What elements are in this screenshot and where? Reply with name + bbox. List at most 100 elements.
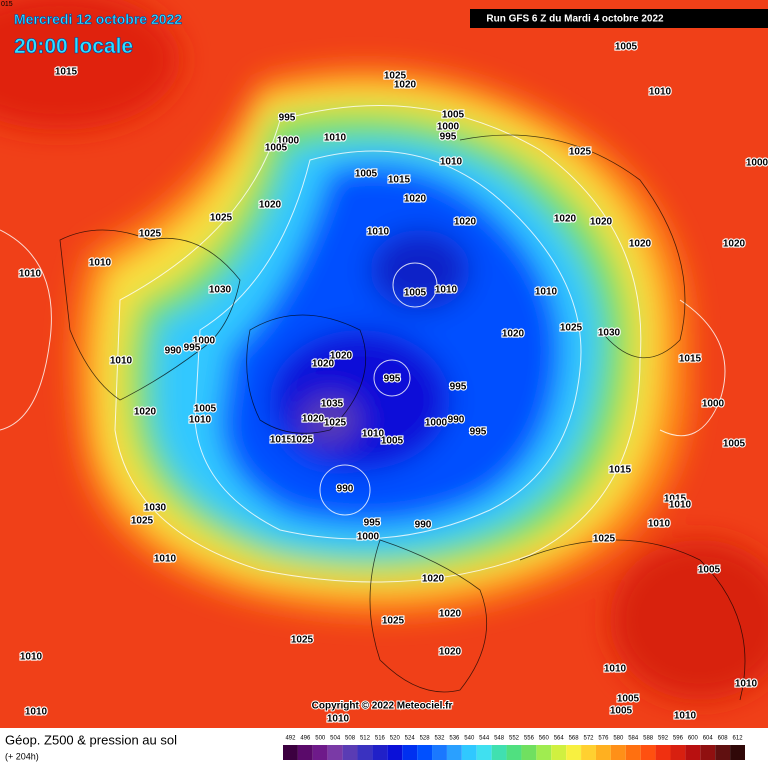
scale-label: 540 bbox=[464, 736, 475, 742]
isobar-label: 1000 bbox=[437, 122, 460, 133]
isobar-label: 1020 bbox=[422, 574, 445, 585]
isobar-label: 1030 bbox=[598, 328, 621, 339]
isobar-label: 1025 bbox=[382, 616, 405, 627]
isobar-label: 1015 bbox=[388, 175, 411, 186]
isobar-label: 1020 bbox=[629, 239, 652, 250]
isobar-label: 1025 bbox=[593, 534, 616, 545]
scale-label: 548 bbox=[494, 736, 505, 742]
isobar-label: 1025 bbox=[324, 418, 347, 429]
isobar-label: 1010 bbox=[327, 714, 350, 725]
scale-swatch bbox=[432, 745, 447, 760]
scale-label: 564 bbox=[554, 736, 565, 742]
isobar-label: 1005 bbox=[610, 706, 633, 717]
isobar-label: 1010 bbox=[19, 269, 42, 280]
isobar-label: 1010 bbox=[604, 664, 627, 675]
scale-swatch bbox=[715, 745, 731, 760]
isobar-label: 1005 bbox=[723, 439, 746, 450]
isobar-label: 1025 bbox=[131, 516, 154, 527]
copyright: Copyright © 2022 Meteociel.fr bbox=[312, 701, 453, 712]
isobar-label: 995 bbox=[364, 518, 381, 529]
scale-swatch bbox=[402, 745, 418, 760]
isobar-label: 1005 bbox=[381, 436, 404, 447]
isobar-label: 1005 bbox=[194, 404, 217, 415]
legend-subtitle: (+ 204h) bbox=[5, 751, 39, 761]
isobar-label: 1000 bbox=[702, 399, 725, 410]
isobar-label: 995 bbox=[440, 132, 457, 143]
forecast-time: 20:00 locale bbox=[14, 35, 133, 58]
scale-label: 544 bbox=[479, 736, 490, 742]
isobar-label: 1010 bbox=[324, 133, 347, 144]
scale-label: 592 bbox=[658, 736, 669, 742]
isobar-label: 1000 bbox=[193, 336, 216, 347]
isobar-label: 1020 bbox=[312, 359, 335, 370]
isobar-label: 1005 bbox=[698, 565, 721, 576]
isobar-label: 1005 bbox=[617, 694, 640, 705]
scale-label: 588 bbox=[643, 736, 654, 742]
scale-label: 600 bbox=[688, 736, 699, 742]
isobar-label: 1005 bbox=[442, 110, 465, 121]
isobar-label: 990 bbox=[448, 415, 465, 426]
isobar-label: 1015 bbox=[270, 435, 293, 446]
scale-swatch bbox=[700, 745, 716, 760]
isobar-label: 1010 bbox=[367, 227, 390, 238]
isobar-label: 995 bbox=[184, 343, 201, 354]
isobar-label: 1015 bbox=[664, 494, 687, 505]
isobar-label: 990 bbox=[165, 346, 182, 357]
isobar-label: 1020 bbox=[590, 217, 613, 228]
scale-swatch bbox=[655, 745, 671, 760]
isobar-label: 1025 bbox=[569, 147, 592, 158]
scale-swatch bbox=[283, 745, 298, 760]
legend-title: Géop. Z500 & pression au sol bbox=[5, 732, 177, 747]
scale-swatch bbox=[372, 745, 388, 760]
isobar-label: 1010 bbox=[89, 258, 112, 269]
isobar-label: 1010 bbox=[189, 415, 212, 426]
isobar-label: 1030 bbox=[144, 503, 167, 514]
scale-label: 568 bbox=[569, 736, 580, 742]
isobar-label: 1010 bbox=[674, 711, 697, 722]
scale-swatch bbox=[327, 745, 343, 760]
isobar-label: 1005 bbox=[615, 42, 638, 53]
scale-swatch bbox=[581, 745, 596, 760]
scale-swatch bbox=[595, 745, 611, 760]
scale-label: 532 bbox=[434, 736, 445, 742]
isobar-label: 1010 bbox=[25, 707, 48, 718]
scale-swatch bbox=[685, 745, 701, 760]
scale-label: 604 bbox=[703, 736, 714, 742]
isobar-label: 1005 bbox=[265, 143, 288, 154]
run-info: Run GFS 6 Z du Mardi 4 octobre 2022 bbox=[486, 14, 664, 25]
scale-label: 520 bbox=[390, 736, 401, 742]
isobar-label: 1010 bbox=[440, 157, 463, 168]
scale-swatch bbox=[461, 745, 477, 760]
scale-swatch bbox=[640, 745, 656, 760]
isobar-label: 990 bbox=[415, 520, 432, 531]
scale-label: 496 bbox=[300, 736, 311, 742]
scale-swatch bbox=[670, 745, 686, 760]
isobar-label: 990 bbox=[337, 484, 354, 495]
isobar-label: 1010 bbox=[435, 285, 458, 296]
isobar-label: 1000 bbox=[425, 418, 448, 429]
scale-label: 608 bbox=[718, 736, 729, 742]
scale-label: 596 bbox=[673, 736, 684, 742]
scale-swatch bbox=[312, 745, 328, 760]
scale-swatch bbox=[491, 745, 507, 760]
isobar-label: 1035 bbox=[321, 399, 344, 410]
isobar-label: 1020 bbox=[454, 217, 477, 228]
scale-swatch bbox=[446, 745, 462, 760]
scale-label: 584 bbox=[628, 736, 639, 742]
isobar-label: 1000 bbox=[357, 532, 380, 543]
scale-label: 556 bbox=[524, 736, 535, 742]
scale-label: 504 bbox=[330, 736, 341, 742]
isobar-label: 1010 bbox=[649, 87, 672, 98]
scale-swatch bbox=[730, 745, 745, 760]
scale-label: 512 bbox=[360, 736, 371, 742]
scale-label: 576 bbox=[598, 736, 609, 742]
isobar-label: 1025 bbox=[291, 435, 314, 446]
scale-label: 536 bbox=[449, 736, 460, 742]
isobar-label: 1020 bbox=[554, 214, 577, 225]
isobar-label: 1010 bbox=[20, 652, 43, 663]
scale-swatch bbox=[521, 745, 537, 760]
isobar-label: 1000 bbox=[746, 158, 768, 169]
isobar-label: 1020 bbox=[439, 609, 462, 620]
